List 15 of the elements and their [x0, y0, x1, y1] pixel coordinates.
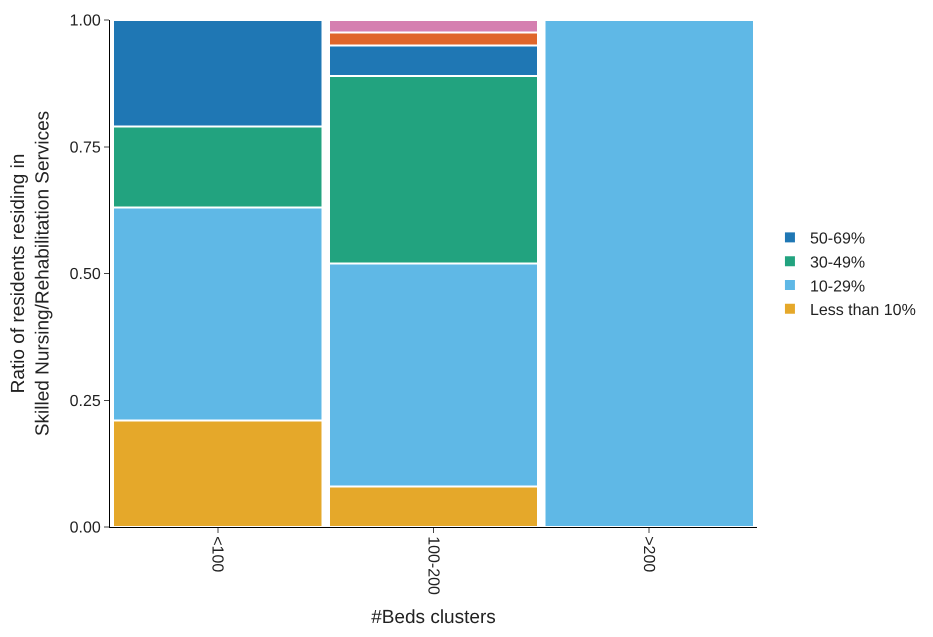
bar — [544, 20, 755, 527]
legend-label: 10-29% — [810, 278, 866, 296]
x-tick-label: >200 — [640, 536, 657, 572]
y-tick-label: 1.00 — [70, 12, 101, 30]
legend-label: 30-49% — [810, 254, 866, 272]
y-axis-title: Ratio of residents residing in Skilled Nursing/Rehabilitation Services — [8, 110, 54, 436]
y-tick-label: 0.75 — [70, 139, 101, 156]
y-tick-label: 0.00 — [70, 520, 101, 537]
legend-label: 50-69% — [810, 230, 866, 248]
legend-label: Less than 10% — [810, 302, 916, 320]
x-axis-title: #Beds clusters — [371, 606, 496, 628]
y-tick-label: 0.50 — [70, 266, 101, 284]
x-tick-label: 100-200 — [424, 536, 442, 596]
x-tick-label: <100 — [208, 536, 226, 572]
y-tick-label: 0.25 — [70, 392, 101, 410]
